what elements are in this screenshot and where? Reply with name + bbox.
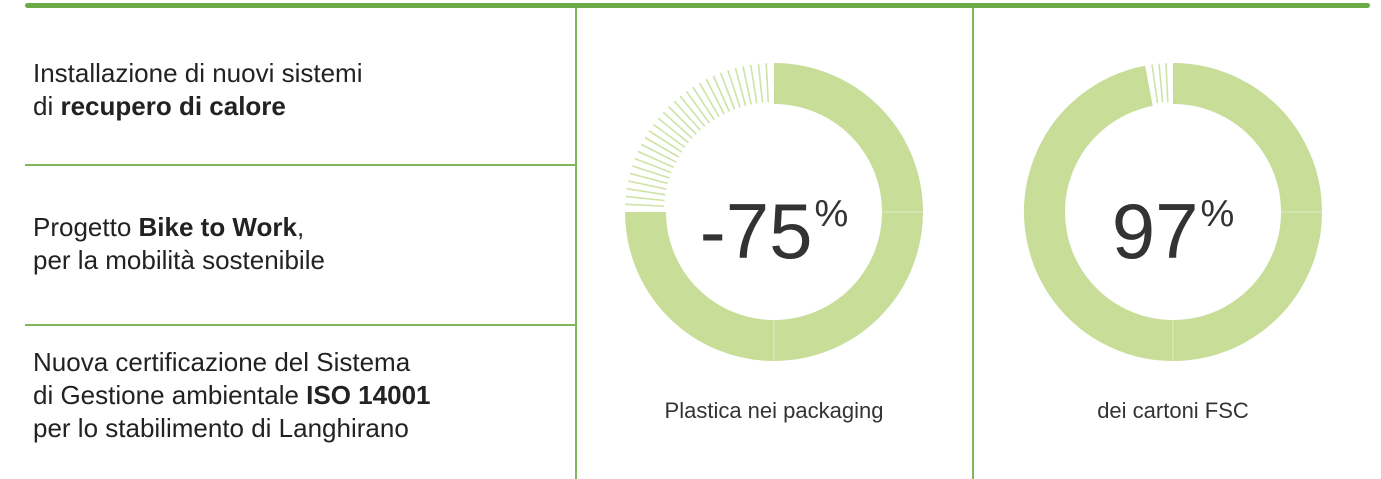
item-text-bold: Bike to Work: [138, 212, 297, 242]
column-divider-right: [972, 8, 974, 479]
donut-tick: [673, 100, 701, 131]
donut-tick: [679, 95, 706, 128]
donut-tick: [1165, 63, 1169, 103]
donut-tick: [749, 64, 758, 104]
stat-plastic-packaging: -75%: [624, 62, 924, 362]
item-line: Progetto Bike to Work,: [33, 211, 325, 244]
donut-tick: [657, 117, 690, 144]
donut-chart-fsc: [1024, 63, 1322, 361]
donut-tick: [637, 150, 674, 168]
percent-sign: %: [814, 193, 849, 235]
item-text: ,: [296, 212, 305, 242]
stat-fsc-cartons: 97%: [1023, 62, 1323, 362]
row-divider-1: [25, 164, 576, 166]
donut-tick: [634, 157, 672, 174]
item-line: per la mobilità sostenibile: [33, 244, 325, 277]
donut-tick: [652, 123, 686, 148]
item-text-bold: ISO 14001: [306, 380, 431, 410]
donut-tick: [1151, 64, 1159, 104]
stat-value-fsc: 97%: [1111, 187, 1235, 275]
item-line: per lo stabilimento di Langhirano: [33, 412, 430, 445]
top-rule: [25, 3, 1370, 8]
donut-tick: [765, 63, 770, 103]
item-line: Installazione di nuovi sistemi: [33, 57, 363, 90]
donut-tick: [692, 86, 715, 121]
item-line: di Gestione ambientale ISO 14001: [33, 379, 430, 412]
donut-filled-arc: [1024, 63, 1322, 361]
item-text: Nuova certificazione del Sistema: [33, 347, 411, 377]
donut-tick: [742, 66, 752, 105]
donut-tick: [719, 72, 736, 110]
item-text-bold: recupero di calore: [60, 91, 286, 121]
item-text: Progetto: [33, 212, 139, 242]
donut-tick: [1158, 63, 1164, 103]
item-line: di recupero di calore: [33, 90, 363, 123]
donut-tick: [628, 180, 667, 190]
donut-filled-arc: [625, 63, 923, 361]
item-text: di Gestione ambientale: [33, 380, 307, 410]
donut-tick: [662, 111, 693, 139]
item-iso-14001: Nuova certificazione del Sistema di Gesti…: [33, 346, 430, 445]
donut-tick: [648, 130, 683, 153]
donut-tick: [757, 63, 764, 103]
item-bike-to-work: Progetto Bike to Work, per la mobilità so…: [33, 211, 325, 277]
donut-tick: [712, 75, 730, 112]
row-divider-2: [25, 324, 576, 326]
donut-tick: [734, 67, 747, 106]
donut-tick: [632, 165, 670, 179]
column-divider-left: [575, 8, 577, 479]
donut-tick: [705, 78, 725, 115]
donut-tick: [629, 172, 668, 185]
percent-sign: %: [1200, 193, 1235, 235]
stat-value-plastic: -75%: [699, 187, 849, 275]
donut-tick: [640, 143, 677, 163]
donut-tick: [727, 70, 741, 108]
donut-tick: [698, 82, 720, 118]
donut-tick: [685, 90, 710, 124]
item-line: Nuova certificazione del Sistema: [33, 346, 430, 379]
donut-tick: [668, 106, 697, 135]
donut-tick: [644, 136, 680, 158]
item-text: per la mobilità sostenibile: [33, 245, 325, 275]
donut-tick: [625, 203, 665, 208]
donut-tick: [625, 195, 665, 202]
item-text: Installazione di nuovi sistemi: [33, 58, 363, 88]
item-heat-recovery: Installazione di nuovi sistemi di recuper…: [33, 57, 363, 123]
donut-chart-plastic: [625, 63, 923, 361]
stat-caption-plastic: Plastica nei packaging: [664, 398, 884, 423]
item-text: di: [33, 91, 61, 121]
stat-caption-fsc: dei cartoni FSC: [1097, 398, 1249, 423]
item-text: per lo stabilimento di Langhirano: [33, 413, 409, 443]
donut-tick: [626, 187, 666, 196]
